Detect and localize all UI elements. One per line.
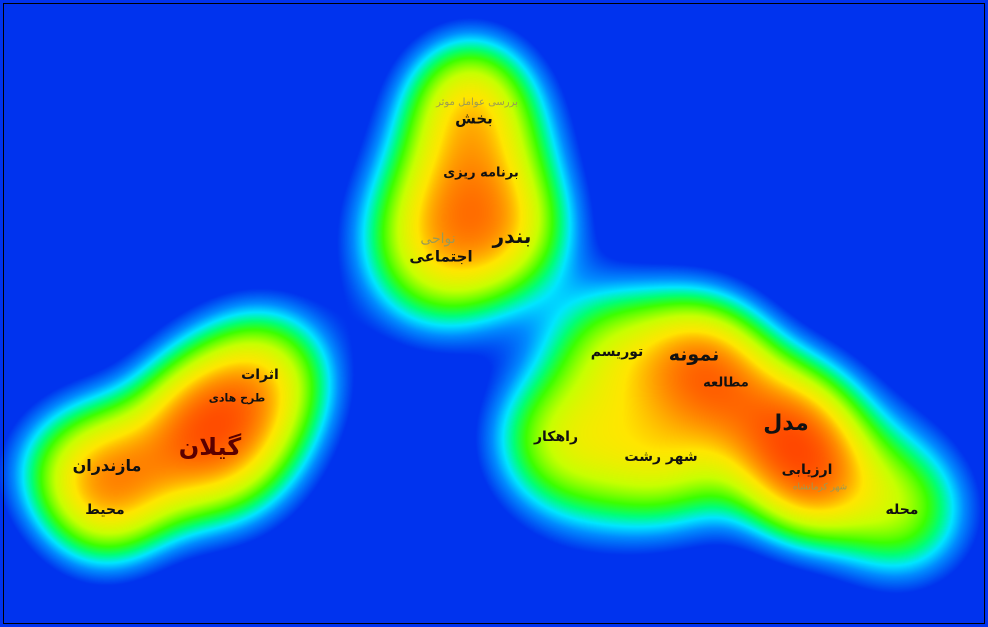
term-arzyabi: ارزیابی bbox=[781, 462, 833, 478]
term-model: مدل bbox=[763, 411, 809, 436]
term-nemouneh: نمونه bbox=[668, 343, 720, 366]
term-shahr-kermanshah: شهر کرمانشاه bbox=[792, 482, 848, 493]
term-navahi: نواحی bbox=[420, 231, 456, 247]
term-mahaleh: محله bbox=[885, 502, 919, 518]
term-tourism: توریسم bbox=[590, 344, 644, 360]
term-asarat: اثرات bbox=[241, 367, 279, 383]
term-mazandaran: مازندران bbox=[72, 456, 142, 475]
term-ejtemaei: اجتماعی bbox=[409, 247, 473, 266]
term-tarh-hadi: طرح هادی bbox=[208, 391, 266, 405]
term-bandar: بندر bbox=[492, 224, 532, 248]
term-barresi: بررسی عوامل موثر bbox=[436, 97, 518, 108]
term-rahkar: راهکار bbox=[533, 429, 579, 445]
term-mohit: محیط bbox=[85, 502, 125, 518]
term-motaleeh: مطالعه bbox=[703, 375, 749, 391]
term-gilan: گیلان bbox=[178, 433, 242, 461]
term-shahr-rasht: شهر رشت bbox=[624, 449, 698, 465]
term-barnameh-rizi: برنامه ریزی bbox=[443, 165, 519, 181]
term-bakhsh: بخش bbox=[455, 109, 493, 128]
